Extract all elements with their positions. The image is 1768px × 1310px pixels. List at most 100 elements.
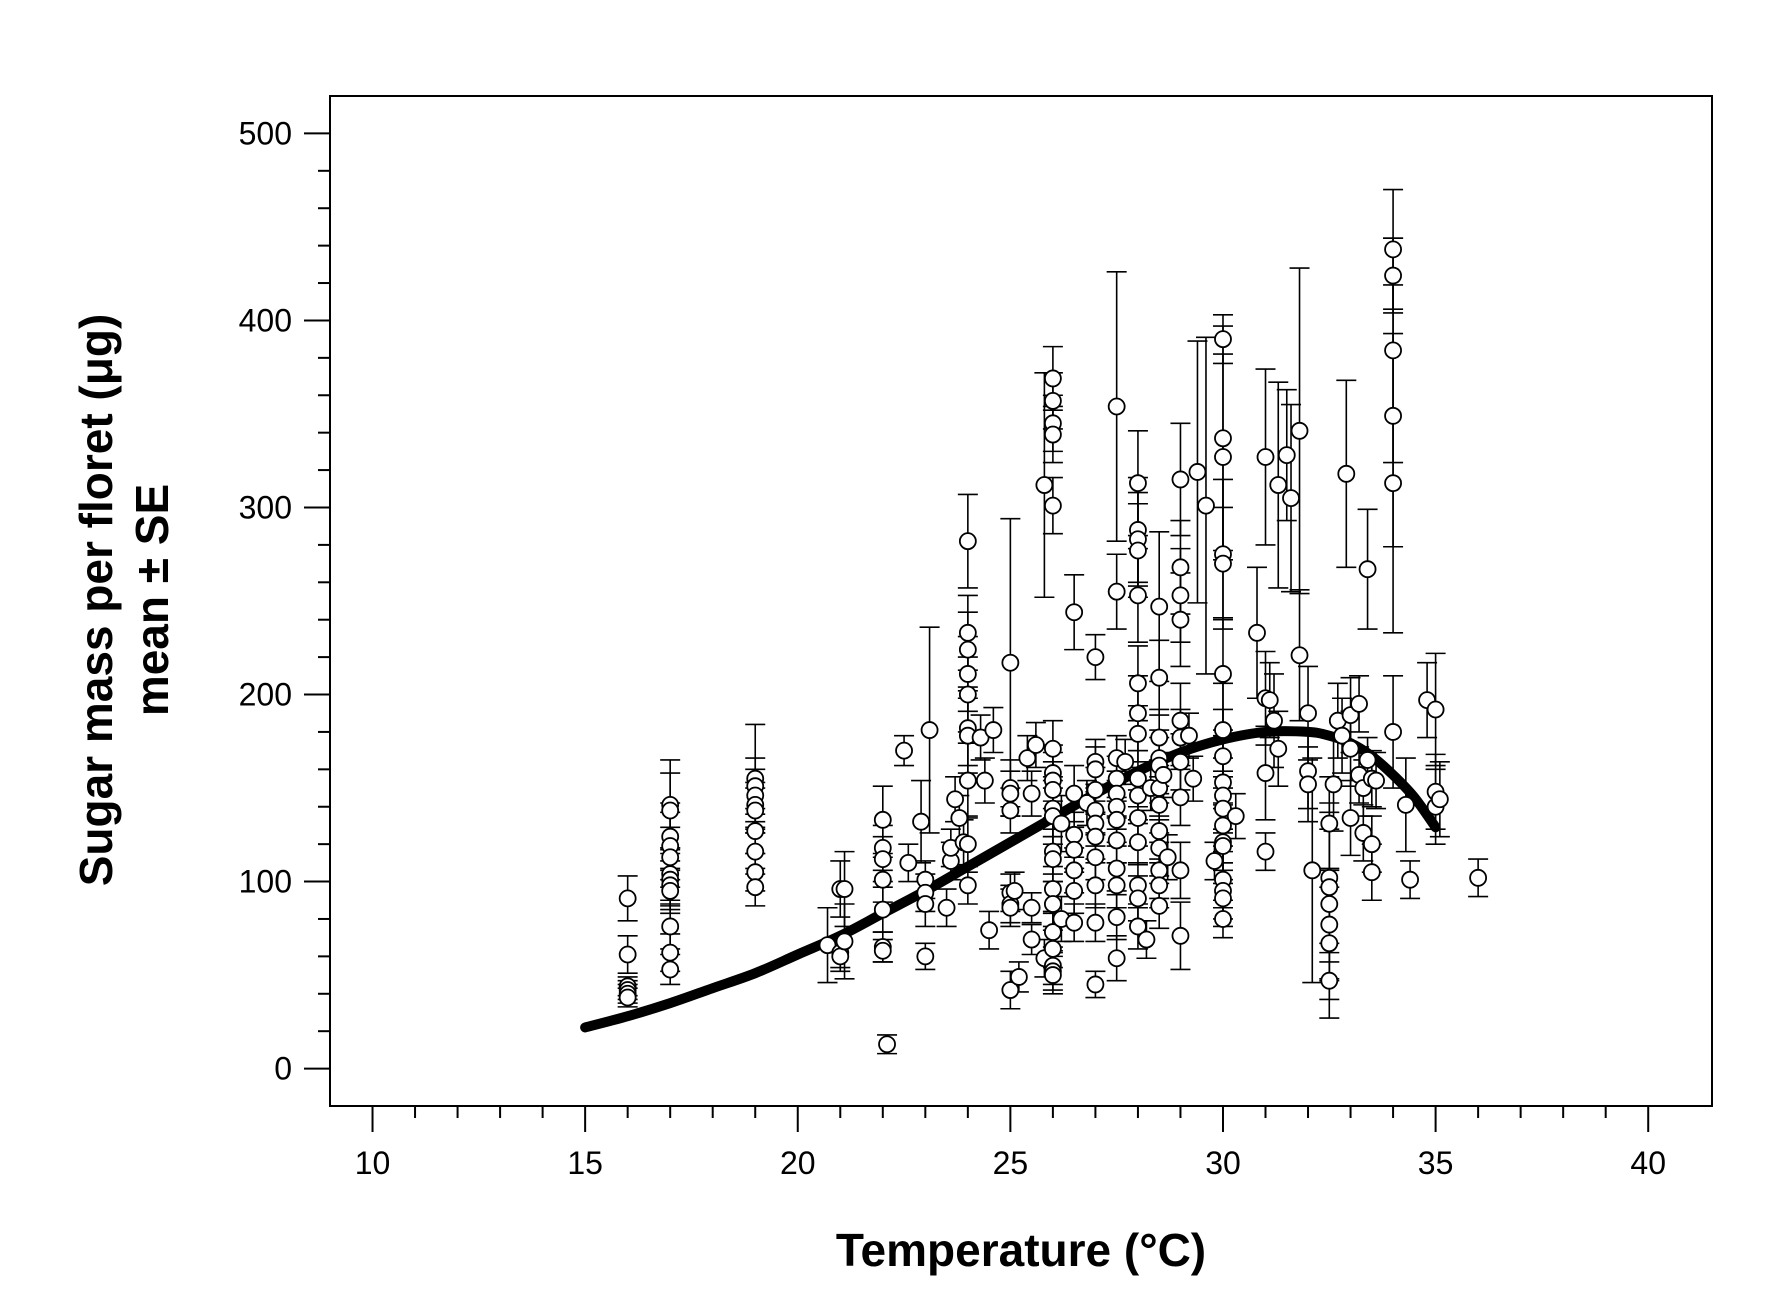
data-point: [899, 853, 918, 872]
data-point: [1043, 739, 1062, 758]
data-point: [1362, 835, 1381, 854]
y-tick-label: 200: [239, 677, 292, 713]
data-point: [1009, 968, 1028, 986]
data-point: [1086, 848, 1105, 867]
data-point: [1290, 421, 1309, 440]
x-tick-label: 30: [1205, 1145, 1241, 1181]
plot-frame: [329, 95, 1713, 1107]
data-point: [1214, 837, 1232, 855]
data-point: [1171, 711, 1190, 730]
data-point: [1324, 775, 1343, 794]
data-point: [1384, 240, 1402, 259]
data-point: [1384, 406, 1402, 425]
data-point: [1320, 878, 1339, 897]
data-point: [1430, 790, 1449, 809]
y-tick-label: 300: [239, 489, 292, 525]
data-point: [1214, 554, 1232, 573]
data-point: [1116, 752, 1135, 771]
data-point: [912, 812, 930, 831]
data-point: [618, 988, 637, 1007]
data-point: [1065, 825, 1084, 844]
data-point: [835, 932, 854, 951]
data-point: [1129, 809, 1147, 827]
data-point: [1005, 882, 1024, 900]
data-point: [1197, 496, 1215, 515]
data-point: [920, 721, 939, 739]
data-point: [1052, 814, 1071, 833]
data-point: [1129, 704, 1147, 723]
data-point: [1065, 882, 1084, 900]
data-point: [661, 882, 680, 900]
data-point: [873, 850, 892, 869]
data-point: [1214, 747, 1232, 766]
data-point: [1384, 341, 1402, 360]
data-point: [1086, 760, 1105, 779]
data-point: [1150, 597, 1169, 616]
data-point: [1320, 934, 1339, 953]
data-point: [1001, 801, 1020, 820]
x-tick-label: 35: [1418, 1145, 1454, 1181]
data-point: [1001, 784, 1020, 803]
data-point: [1107, 582, 1126, 601]
data-point: [958, 876, 977, 895]
data-point: [873, 810, 892, 829]
data-point: [1214, 721, 1232, 739]
data-point: [1086, 648, 1105, 667]
data-point: [1107, 876, 1126, 895]
data-point: [1214, 910, 1232, 928]
data-point: [873, 870, 892, 889]
data-point: [1171, 586, 1190, 605]
data-point: [1469, 868, 1488, 887]
data-point: [1341, 739, 1360, 758]
data-point: [1158, 848, 1177, 867]
x-tick-label: 25: [993, 1145, 1029, 1181]
y-axis-title: Sugar mass per floret (μg) mean ± SE: [70, 314, 178, 887]
data-point: [661, 943, 680, 962]
data-point: [958, 640, 977, 659]
data-point: [1086, 975, 1105, 994]
y-tick-label: 0: [274, 1051, 292, 1087]
data-point: [1107, 769, 1126, 788]
x-tick-label: 15: [567, 1145, 603, 1181]
data-point: [1384, 723, 1402, 741]
data-point: [1260, 691, 1279, 710]
data-point: [1107, 810, 1126, 829]
data-point: [1350, 694, 1368, 713]
data-point: [661, 848, 680, 867]
data-point: [1129, 586, 1147, 605]
data-point: [1205, 852, 1224, 870]
data-point: [1384, 266, 1402, 285]
data-point: [1107, 831, 1126, 850]
data-point: [1129, 917, 1147, 936]
data-point: [1299, 704, 1317, 723]
data-point: [1180, 726, 1198, 745]
data-point: [916, 947, 935, 966]
data-point: [873, 941, 892, 960]
data-point: [1137, 930, 1156, 949]
data-point: [1129, 724, 1147, 743]
data-point: [958, 532, 977, 551]
data-point: [1396, 795, 1415, 814]
data-point: [1129, 541, 1147, 560]
x-axis: 10 15 20 25 30 35 40: [355, 1106, 1666, 1181]
data-point: [1290, 646, 1309, 665]
y-tick-label: 400: [239, 302, 292, 338]
data-point: [1384, 474, 1402, 493]
y-axis: 0 100 200 300 400 500: [239, 115, 330, 1087]
data-point: [1358, 751, 1377, 769]
data-point: [1358, 560, 1377, 579]
data-point: [746, 822, 765, 840]
data-point: [1107, 397, 1126, 416]
data-point: [916, 895, 935, 913]
data-point: [984, 721, 1003, 739]
data-point: [1065, 913, 1084, 932]
data-point: [1320, 814, 1339, 833]
data-point: [1035, 476, 1054, 494]
data-point: [1086, 876, 1105, 895]
y-tick-label: 100: [239, 864, 292, 900]
data-point: [1065, 840, 1084, 859]
data-point: [1256, 764, 1275, 782]
data-point: [1367, 771, 1385, 790]
data-points: [618, 240, 1488, 1054]
data-point: [1333, 726, 1351, 745]
